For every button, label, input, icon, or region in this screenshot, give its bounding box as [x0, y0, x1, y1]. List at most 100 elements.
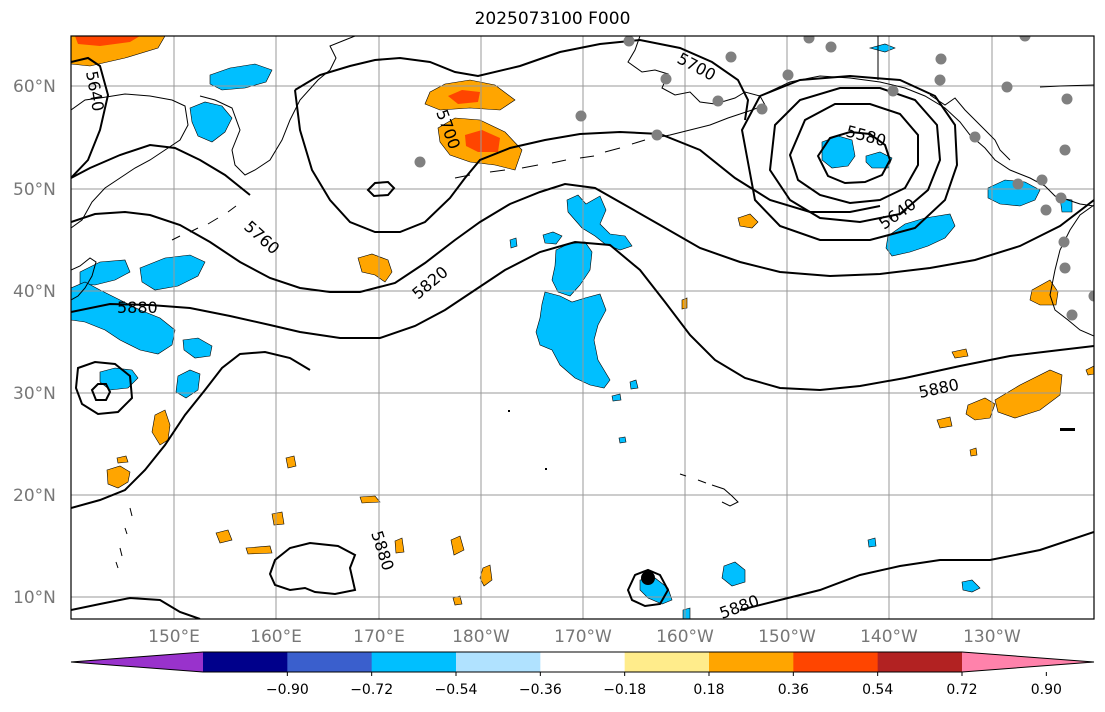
lon-label: 150°W — [758, 627, 816, 647]
negative-patch — [535, 291, 611, 389]
contour-5880-west — [71, 350, 311, 509]
colorbar-segment — [540, 652, 626, 672]
contour-5820 — [71, 240, 1094, 392]
lon-label: 180°W — [452, 627, 510, 647]
positive-patch — [737, 213, 759, 229]
colorbar-segment — [709, 652, 794, 672]
colorbar-segment — [456, 652, 541, 672]
negative-patch — [629, 379, 639, 390]
lat-label: 10°N — [13, 588, 56, 608]
colorbar-segment — [793, 652, 879, 672]
contour-label: 5880 — [917, 375, 961, 402]
hawaii-islands — [679, 473, 739, 507]
negative-patch — [821, 135, 856, 169]
negative-patch — [99, 367, 139, 391]
contour-label: 5700 — [432, 107, 464, 152]
negative-patch — [139, 254, 206, 291]
negative-anomaly-areas — [71, 43, 1073, 619]
colorbar-segment — [624, 652, 710, 672]
contour-5880-sw — [71, 596, 201, 619]
lon-label: 160°W — [656, 627, 714, 647]
lon-label: 130°W — [963, 627, 1021, 647]
positive-patch — [969, 447, 978, 457]
positive-patch — [106, 465, 131, 489]
contour-low-3 — [768, 87, 942, 224]
alaska-peninsula — [654, 113, 741, 139]
colorbar-tick-label: −0.18 — [603, 682, 646, 698]
colorbar-tick-label: −0.90 — [266, 682, 309, 698]
negative-patch — [542, 231, 563, 245]
hurricane-marker — [641, 571, 655, 585]
contour-5640-west — [71, 56, 110, 179]
contour-low-inner — [816, 130, 892, 185]
colorbar-extend-min — [71, 652, 203, 672]
negative-patch — [885, 213, 956, 257]
latitude-labels: 60°N 50°N 40°N 30°N 20°N 10°N — [13, 77, 56, 608]
marshall-islands — [115, 507, 133, 569]
bc-fjords — [929, 94, 1011, 161]
contour-5880-east — [739, 531, 1094, 611]
positive-patch — [994, 369, 1063, 419]
positive-patch — [951, 348, 969, 359]
colorbar-tick-label: −0.36 — [519, 682, 562, 698]
negative-patch — [71, 281, 176, 355]
colorbar: −0.90 −0.72 −0.54 −0.36 −0.18 0.18 0.36 0.54 0.7… — [70, 651, 1095, 698]
colorbar-tick-label: 0.36 — [778, 682, 809, 698]
contour-5880-south — [268, 541, 357, 596]
contour-ring-outer — [74, 360, 134, 416]
positive-patch — [1085, 365, 1094, 376]
lon-label: 160°E — [250, 627, 302, 647]
colorbar-tick-label: 0.90 — [1031, 682, 1062, 698]
kamchatka-coast — [71, 93, 189, 229]
positive-patch — [271, 511, 285, 526]
alaska-west-coast — [627, 36, 766, 115]
positive-patch — [359, 495, 381, 504]
contour-label: 5820 — [408, 262, 451, 303]
lon-label: 170°W — [554, 627, 612, 647]
station-markers — [414, 36, 1094, 321]
positive-patch — [965, 397, 996, 421]
positive-patch — [394, 537, 405, 554]
colorbar-tick-label: 0.54 — [862, 682, 893, 698]
longitude-labels: 150°E 160°E 170°E 180°W 170°W 160°W 150°… — [148, 627, 1021, 647]
contour-ring-inner — [90, 383, 112, 401]
colorbar-tick-label: 0.72 — [946, 682, 977, 698]
negative-patch — [618, 436, 627, 444]
contour-label: 5880 — [367, 528, 398, 573]
canada-border — [877, 36, 1094, 88]
positive-patch — [936, 416, 953, 429]
negative-patch — [961, 579, 981, 593]
contour-label: 5700 — [674, 49, 719, 85]
contour-label: 5760 — [240, 217, 283, 258]
small-features — [508, 410, 1075, 585]
colorbar-tick-label: −0.54 — [435, 682, 478, 698]
contour-low-2 — [788, 103, 919, 205]
lat-label: 40°N — [13, 282, 56, 302]
contour-small-ring-1 — [366, 180, 396, 198]
lon-label: 170°E — [353, 627, 405, 647]
colorbar-segment — [371, 652, 457, 672]
negative-patch — [182, 337, 213, 359]
contour-5700-upper — [294, 38, 750, 121]
height-contours — [71, 38, 1094, 619]
kuril-islands — [171, 205, 237, 241]
contour-bottom-loop — [626, 568, 670, 608]
positive-patch — [215, 529, 233, 544]
negative-patch — [175, 369, 201, 399]
negative-patch — [682, 607, 691, 619]
negative-patch — [79, 259, 131, 286]
negative-patch — [721, 561, 746, 587]
lat-label: 30°N — [13, 384, 56, 404]
contour-label: 5640 — [82, 69, 108, 112]
negative-patch — [867, 537, 877, 548]
positive-patch — [285, 455, 297, 469]
negative-patch — [611, 393, 622, 402]
negative-patch — [551, 241, 593, 297]
positive-patch — [479, 564, 493, 587]
contour-5700-west — [71, 143, 251, 196]
negative-patch — [509, 237, 518, 249]
colorbar-segment — [877, 652, 963, 672]
strong-positive-areas — [75, 36, 500, 152]
lat-label: 60°N — [13, 77, 56, 97]
